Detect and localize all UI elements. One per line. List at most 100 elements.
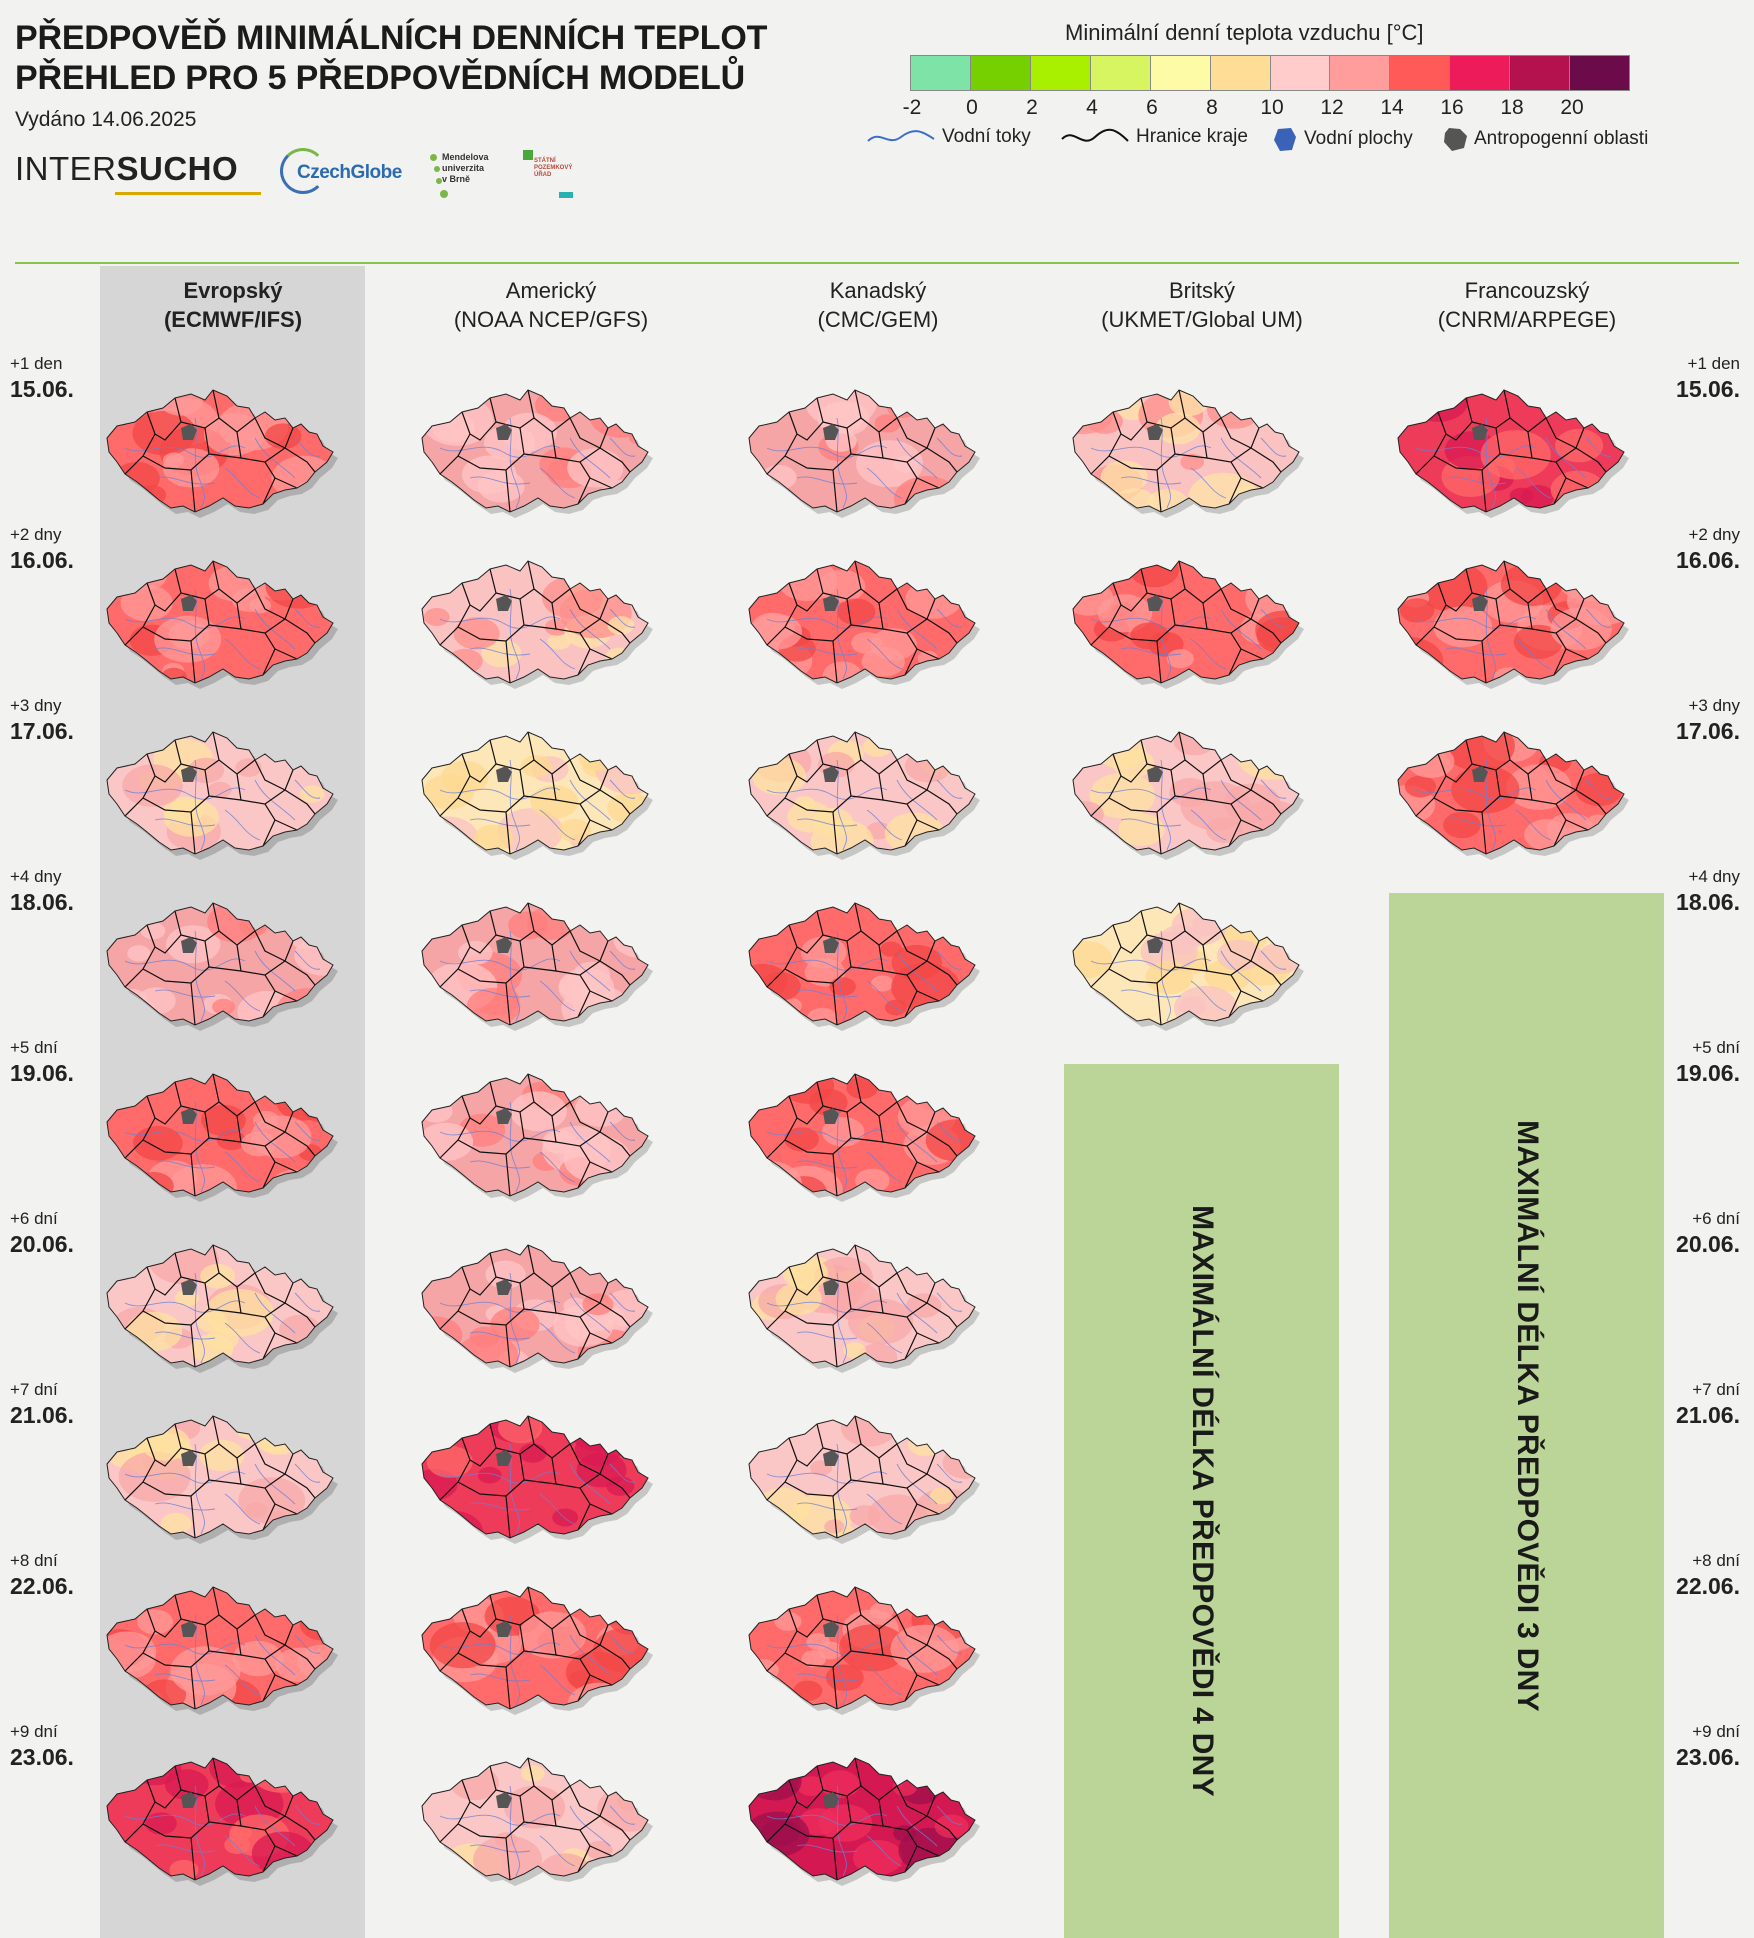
temperature-map <box>737 1575 987 1725</box>
temperature-map <box>1386 720 1636 870</box>
temperature-map <box>95 720 345 870</box>
prague-urban-icon <box>181 1279 197 1295</box>
row-label-left: +5 dní 19.06. <box>10 1038 100 1088</box>
temperature-map <box>410 1233 660 1383</box>
temperature-map <box>410 378 660 528</box>
temperature-map <box>410 891 660 1041</box>
model-header-ecmwf: Evropský (ECMWF/IFS) <box>83 276 383 334</box>
legend-color-swatch <box>1510 56 1571 90</box>
forecast-date: 17.06. <box>1676 718 1740 744</box>
legend-color-swatch <box>1090 56 1151 90</box>
prague-urban-icon <box>496 766 512 782</box>
row-label-right: +4 dny 18.06. <box>1650 867 1740 917</box>
legend-color-swatch <box>1030 56 1091 90</box>
row-label-right: +5 dní 19.06. <box>1650 1038 1740 1088</box>
legend-color-swatch <box>1150 56 1211 90</box>
model-name: Francouzský <box>1464 278 1590 303</box>
forecast-date: 15.06. <box>1676 376 1740 402</box>
notice-text: MAXIMÁLNÍ DÉLKA PŘEDPOVĚDI 4 DNY <box>1185 1205 1219 1797</box>
row-label-left: +3 dny 17.06. <box>10 696 100 746</box>
intersucho-logo-part-1: INTER <box>15 150 117 187</box>
prague-urban-icon <box>1147 595 1163 611</box>
legend-color-swatch <box>1450 56 1511 90</box>
forecast-date: 17.06. <box>10 718 74 744</box>
urban-area-icon <box>1444 128 1467 151</box>
temperature-map <box>737 1233 987 1383</box>
model-code: (CNRM/ARPEGE) <box>1437 307 1617 332</box>
row-label-left: +1 den 15.06. <box>10 354 100 404</box>
prague-urban-icon <box>823 595 839 611</box>
page-title: PŘEDPOVĚĎ MINIMÁLNÍCH DENNÍCH TEPLOT PŘE… <box>15 18 767 98</box>
prague-urban-icon <box>181 1108 197 1124</box>
model-name: Americký <box>505 278 597 303</box>
lead-time: +4 dny <box>1688 867 1740 886</box>
row-label-right: +6 dní 20.06. <box>1650 1209 1740 1259</box>
lead-time: +3 dny <box>10 696 62 715</box>
lead-time: +6 dní <box>1692 1209 1740 1228</box>
prague-urban-icon <box>181 1621 197 1637</box>
temperature-map <box>410 1575 660 1725</box>
legend-tick-label: -2 <box>902 96 922 119</box>
legend-item-water-bodies: Vodní plochy <box>1272 126 1413 152</box>
prague-urban-icon <box>823 937 839 953</box>
prague-urban-icon <box>1147 766 1163 782</box>
legend-tick-label: 12 <box>1320 96 1344 119</box>
legend-color-swatch <box>1570 56 1630 90</box>
lead-time: +1 den <box>1687 354 1740 373</box>
czechglobe-logo-text: CzechGlobe <box>297 162 402 183</box>
issued-date: Vydáno 14.06.2025 <box>15 108 197 131</box>
header-divider <box>15 262 1739 264</box>
prague-urban-icon <box>823 1792 839 1808</box>
notice-text: MAXIMÁLNÍ DÉLKA PŘEDPOVĚDI 3 DNY <box>1510 1119 1544 1712</box>
prague-urban-icon <box>496 1621 512 1637</box>
model-header-ukmet: Britský (UKMET/Global UM) <box>1052 276 1352 334</box>
legend-item-label: Hranice kraje <box>1136 126 1248 147</box>
partner-logos: INTERSUCHO CzechGlobe Mendelova univerzi… <box>15 146 615 206</box>
forecast-date: 16.06. <box>1676 547 1740 573</box>
temperature-map <box>1061 378 1311 528</box>
model-header-gfs: Americký (NOAA NCEP/GFS) <box>401 276 701 334</box>
temperature-map <box>1061 891 1311 1041</box>
forecast-date: 15.06. <box>10 376 74 402</box>
temperature-map <box>1061 549 1311 699</box>
forecast-date: 22.06. <box>1676 1573 1740 1599</box>
temperature-map <box>95 378 345 528</box>
lead-time: +6 dní <box>10 1209 58 1228</box>
prague-urban-icon <box>496 1108 512 1124</box>
temperature-map <box>95 1233 345 1383</box>
model-code: (UKMET/Global UM) <box>1101 307 1303 332</box>
legend-tick-label: 4 <box>1086 96 1098 119</box>
temperature-map <box>737 891 987 1041</box>
legend-color-scale <box>910 55 1630 91</box>
row-label-right: +3 dny 17.06. <box>1650 696 1740 746</box>
forecast-date: 23.06. <box>1676 1744 1740 1770</box>
prague-urban-icon <box>1147 424 1163 440</box>
row-label-left: +2 dny 16.06. <box>10 525 100 575</box>
model-header-arpege: Francouzský (CNRM/ARPEGE) <box>1377 276 1677 334</box>
legend-item-label: Antropogenní oblasti <box>1474 128 1649 149</box>
lead-time: +1 den <box>10 354 63 373</box>
lead-time: +5 dní <box>1692 1038 1740 1057</box>
temperature-map <box>95 1575 345 1725</box>
prague-urban-icon <box>496 1450 512 1466</box>
legend-color-swatch <box>911 56 971 90</box>
row-label-left: +6 dní 20.06. <box>10 1209 100 1259</box>
row-label-left: +4 dny 18.06. <box>10 867 100 917</box>
temperature-map <box>737 378 987 528</box>
mendel-university-logo: Mendelova univerzita v Brně <box>430 146 510 202</box>
water-body-icon <box>1274 128 1296 151</box>
lead-time: +9 dní <box>10 1722 58 1741</box>
lead-time: +4 dny <box>10 867 62 886</box>
legend-color-swatch <box>970 56 1031 90</box>
prague-urban-icon <box>1472 595 1488 611</box>
row-label-right: +8 dní 22.06. <box>1650 1551 1740 1601</box>
forecast-date: 20.06. <box>10 1231 74 1257</box>
prague-urban-icon <box>181 595 197 611</box>
prague-urban-icon <box>181 1792 197 1808</box>
legend-color-swatch <box>1390 56 1451 90</box>
lead-time: +2 dny <box>10 525 62 544</box>
temperature-map <box>737 549 987 699</box>
temperature-map <box>95 1404 345 1554</box>
legend-item-rivers: Vodní toky <box>866 126 1031 148</box>
spu-logo-text: STÁTNÍ POZEMKOVÝ ÚŘAD <box>534 158 573 178</box>
